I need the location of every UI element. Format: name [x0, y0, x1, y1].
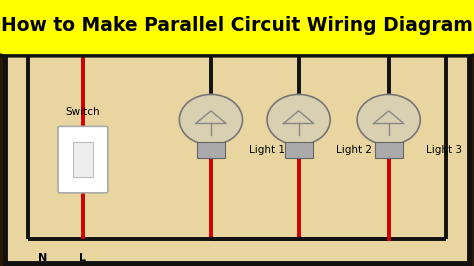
Text: Light 2: Light 2 — [336, 145, 372, 155]
Ellipse shape — [357, 94, 420, 145]
FancyBboxPatch shape — [58, 126, 108, 193]
Text: L: L — [80, 253, 86, 263]
Ellipse shape — [179, 94, 243, 145]
Text: How to Make Parallel Circuit Wiring Diagram: How to Make Parallel Circuit Wiring Diag… — [1, 16, 473, 35]
Text: Switch: Switch — [65, 107, 100, 117]
Text: Light 3: Light 3 — [426, 145, 462, 155]
Bar — [197, 142, 225, 158]
Ellipse shape — [267, 94, 330, 145]
Bar — [285, 142, 312, 158]
Text: Light 1: Light 1 — [248, 145, 284, 155]
FancyBboxPatch shape — [0, 0, 474, 56]
FancyBboxPatch shape — [5, 53, 469, 263]
Text: N: N — [38, 253, 47, 263]
Bar — [375, 142, 402, 158]
Bar — [73, 142, 93, 177]
